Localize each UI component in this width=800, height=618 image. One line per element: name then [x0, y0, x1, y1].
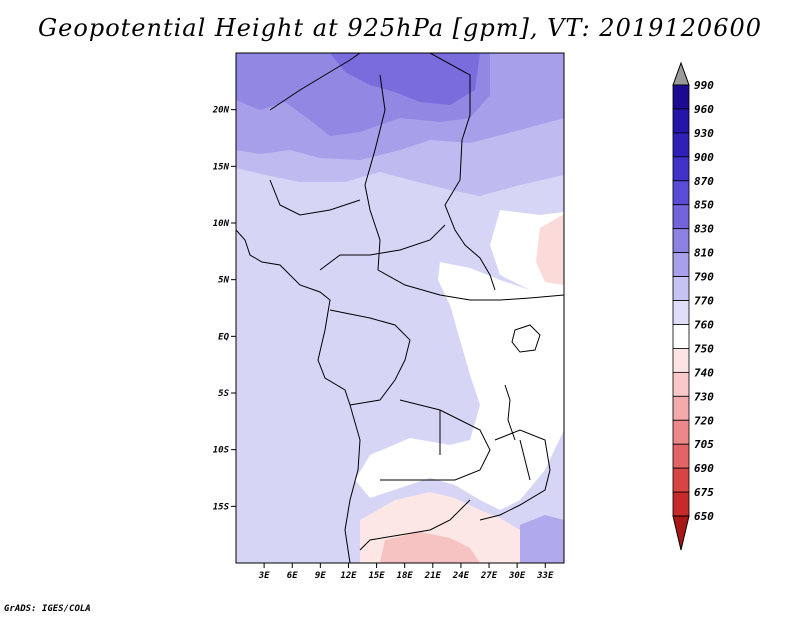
colorbar-swatch [672, 276, 690, 301]
colorbar-swatch [672, 324, 690, 349]
y-tick-label: 15S [213, 502, 230, 512]
lake-victoria [511, 324, 541, 353]
x-axis: 3E 6E 9E 12E 15E 18E 21E 24E 27E 30E 33E [258, 563, 554, 581]
colorbar-label: 850 [694, 199, 714, 212]
x-tick-label: 24E [452, 571, 470, 581]
y-tick-label: 15N [213, 162, 230, 172]
colorbar-label: 810 [694, 247, 714, 260]
border-central [269, 179, 564, 551]
height-field [236, 53, 564, 563]
colorbar-label: 870 [694, 175, 714, 188]
colorbar-swatch [672, 252, 690, 277]
x-tick-label: 27E [480, 571, 498, 581]
band-750-760-east [536, 214, 564, 285]
colorbar-swatch [672, 348, 690, 373]
colorbar-label: 690 [694, 462, 714, 475]
y-tick-label: 5S [218, 389, 229, 399]
rift-lakes [504, 384, 531, 481]
x-tick-label: 18E [397, 571, 414, 581]
x-tick-label: 21E [424, 571, 442, 581]
grads-credit: GrADS: IGES/COLA [4, 604, 91, 614]
map-title: Geopotential Height at 925hPa [gpm], VT:… [38, 14, 762, 42]
colorbar-label: 830 [694, 223, 714, 236]
y-tick-label: 5N [218, 276, 229, 286]
x-tick-label: 33E [536, 571, 554, 581]
colorbar-label: 930 [694, 127, 714, 140]
colorbar-label: 750 [694, 342, 714, 355]
colorbar: 990 960 930 900 870 850 830 810 790 770 760 750 740 7… [672, 61, 714, 551]
colorbar-label: 650 [694, 510, 714, 523]
y-tick-label: 20N [212, 106, 230, 116]
plot-frame [235, 52, 565, 564]
colorbar-swatch [672, 132, 690, 158]
colorbar-label: 760 [694, 318, 714, 331]
colorbar-swatch [672, 491, 690, 517]
colorbar-swatch [672, 108, 690, 134]
x-tick-label: 9E [315, 571, 326, 581]
colorbar-label: 770 [694, 295, 714, 308]
colorbar-swatch [672, 204, 690, 230]
colorbar-top-arrow [672, 61, 690, 86]
x-tick-label: 30E [508, 571, 526, 581]
colorbar-swatch [672, 300, 690, 325]
colorbar-swatch [672, 180, 690, 206]
colorbar-swatch [672, 228, 690, 254]
colorbar-label: 675 [694, 486, 714, 499]
colorbar-label: 705 [694, 438, 714, 451]
x-tick-label: 6E [287, 571, 298, 581]
x-tick-label: 12E [340, 571, 357, 581]
colorbar-swatch [672, 419, 690, 445]
colorbar-swatch [672, 84, 690, 110]
colorbar-swatch [672, 443, 690, 469]
map-boundaries [236, 53, 564, 563]
colorbar-label: 730 [694, 390, 714, 403]
colorbar-bottom-arrow [672, 515, 690, 551]
colorbar-swatch [672, 371, 690, 397]
colorbar-label: 990 [694, 79, 714, 92]
y-tick-label: 10N [213, 219, 230, 229]
colorbar-label: 960 [694, 103, 714, 116]
y-tick-label: EQ [218, 332, 229, 342]
colorbar-label: 720 [694, 414, 714, 427]
x-tick-label: 15E [368, 571, 385, 581]
band-740-750 [380, 532, 480, 563]
colorbar-label: 900 [694, 151, 714, 164]
band-850-870 [330, 53, 480, 105]
colorbar-swatch [672, 156, 690, 182]
colorbar-label: 740 [694, 366, 714, 379]
band-760-770 [355, 262, 564, 510]
band-790-810-southeast [520, 515, 564, 563]
x-tick-label: 3E [258, 571, 270, 581]
colorbar-swatch [672, 467, 690, 493]
colorbar-swatch [672, 395, 690, 421]
border-sahara [269, 53, 496, 291]
y-axis: 20N 15N 10N 5N EQ 5S 10S 15S [212, 106, 236, 512]
y-tick-label: 10S [213, 446, 230, 456]
coastline-west-africa [236, 229, 361, 563]
colorbar-label: 790 [694, 271, 714, 284]
